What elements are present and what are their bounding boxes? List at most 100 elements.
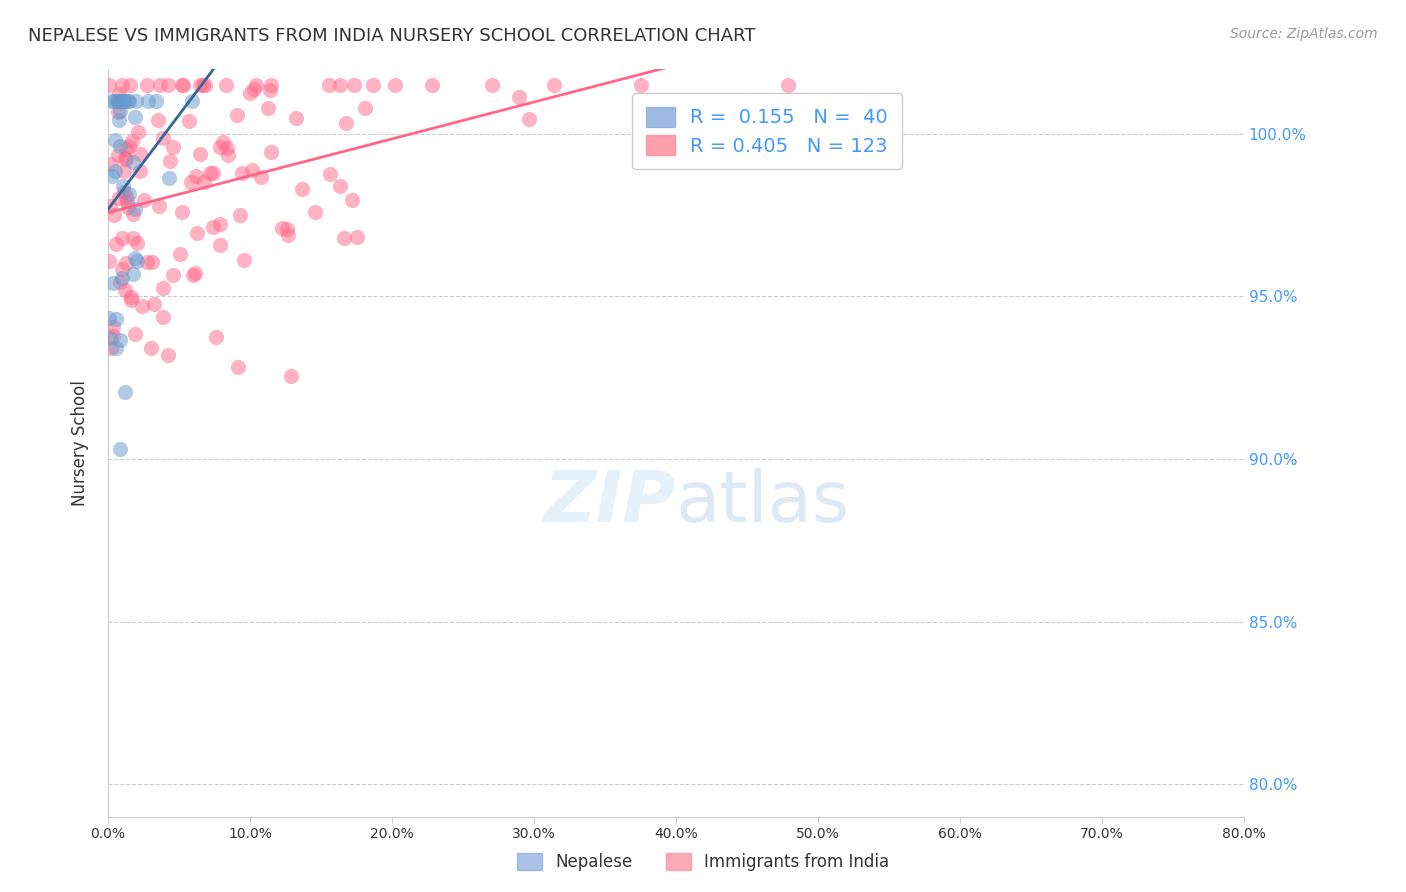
Immigrants from India (193, 78, 215, 92)
Immigrants from India (202, 166, 225, 180)
Nepalese (103, 94, 125, 108)
Immigrants from India (107, 87, 129, 102)
Nepalese (105, 94, 128, 108)
Immigrants from India (280, 368, 302, 383)
Immigrants from India (97, 78, 120, 92)
Immigrants from India (240, 162, 263, 177)
Nepalese (118, 186, 141, 201)
Immigrants from India (149, 78, 172, 92)
Nepalese (101, 169, 124, 183)
Nepalese (111, 271, 134, 285)
Immigrants from India (132, 193, 155, 207)
Immigrants from India (169, 247, 191, 261)
Immigrants from India (215, 78, 238, 92)
Nepalese (125, 253, 148, 268)
Immigrants from India (115, 152, 138, 166)
Nepalese (101, 94, 124, 108)
Immigrants from India (98, 254, 121, 268)
Immigrants from India (115, 189, 138, 203)
Immigrants from India (319, 167, 342, 181)
Immigrants from India (184, 169, 207, 183)
Immigrants from India (226, 359, 249, 374)
Immigrants from India (517, 112, 540, 126)
Immigrants from India (202, 220, 225, 235)
Nepalese (98, 310, 121, 325)
Immigrants from India (120, 78, 142, 92)
Immigrants from India (481, 78, 503, 92)
Immigrants from India (270, 221, 292, 235)
Immigrants from India (276, 221, 298, 235)
Nepalese (159, 171, 181, 186)
Immigrants from India (354, 101, 377, 115)
Immigrants from India (162, 140, 184, 154)
Immigrants from India (114, 152, 136, 166)
Immigrants from India (630, 78, 652, 92)
Immigrants from India (101, 320, 124, 334)
Immigrants from India (543, 78, 565, 92)
Immigrants from India (186, 227, 208, 241)
Immigrants from India (136, 255, 159, 269)
Immigrants from India (284, 112, 307, 126)
Nepalese (108, 94, 131, 108)
Immigrants from India (361, 78, 384, 92)
Immigrants from India (217, 148, 239, 162)
Immigrants from India (107, 105, 129, 120)
Nepalese (111, 94, 134, 108)
Immigrants from India (128, 147, 150, 161)
Immigrants from India (107, 191, 129, 205)
Immigrants from India (208, 140, 231, 154)
Nepalese (104, 311, 127, 326)
Nepalese (105, 342, 128, 356)
Immigrants from India (110, 230, 132, 244)
Immigrants from India (243, 82, 266, 96)
Immigrants from India (170, 205, 193, 219)
Immigrants from India (259, 83, 281, 97)
Immigrants from India (117, 200, 139, 214)
Immigrants from India (152, 281, 174, 295)
Immigrants from India (120, 293, 142, 308)
Immigrants from India (277, 227, 299, 242)
Immigrants from India (103, 208, 125, 222)
Immigrants from India (776, 78, 799, 92)
Immigrants from India (180, 175, 202, 189)
Immigrants from India (304, 205, 326, 219)
Text: ZIP: ZIP (544, 468, 676, 537)
Nepalese (124, 202, 146, 216)
Immigrants from India (115, 194, 138, 208)
Immigrants from India (100, 341, 122, 355)
Immigrants from India (131, 299, 153, 313)
Immigrants from India (127, 125, 149, 139)
Immigrants from India (343, 78, 366, 92)
Nepalese (181, 94, 204, 108)
Immigrants from India (233, 253, 256, 268)
Immigrants from India (112, 164, 135, 178)
Nepalese (112, 94, 135, 108)
Nepalese (124, 252, 146, 266)
Immigrants from India (148, 199, 170, 213)
Immigrants from India (156, 78, 179, 92)
Nepalese (125, 94, 148, 108)
Immigrants from India (111, 262, 134, 277)
Nepalese (98, 330, 121, 344)
Text: Source: ZipAtlas.com: Source: ZipAtlas.com (1230, 27, 1378, 41)
Nepalese (111, 179, 134, 194)
Immigrants from India (256, 101, 278, 115)
Immigrants from India (205, 330, 228, 344)
Nepalese (104, 163, 127, 178)
Nepalese (145, 94, 167, 108)
Immigrants from India (141, 254, 163, 268)
Immigrants from India (121, 134, 143, 148)
Nepalese (122, 267, 145, 281)
Immigrants from India (209, 217, 232, 231)
Y-axis label: Nursery School: Nursery School (72, 380, 89, 506)
Immigrants from India (141, 341, 163, 355)
Immigrants from India (245, 78, 267, 92)
Immigrants from India (508, 90, 530, 104)
Immigrants from India (129, 164, 152, 178)
Immigrants from India (125, 235, 148, 250)
Immigrants from India (135, 78, 157, 92)
Immigrants from India (146, 113, 169, 128)
Immigrants from India (152, 131, 174, 145)
Immigrants from India (225, 108, 247, 122)
Nepalese (108, 104, 131, 119)
